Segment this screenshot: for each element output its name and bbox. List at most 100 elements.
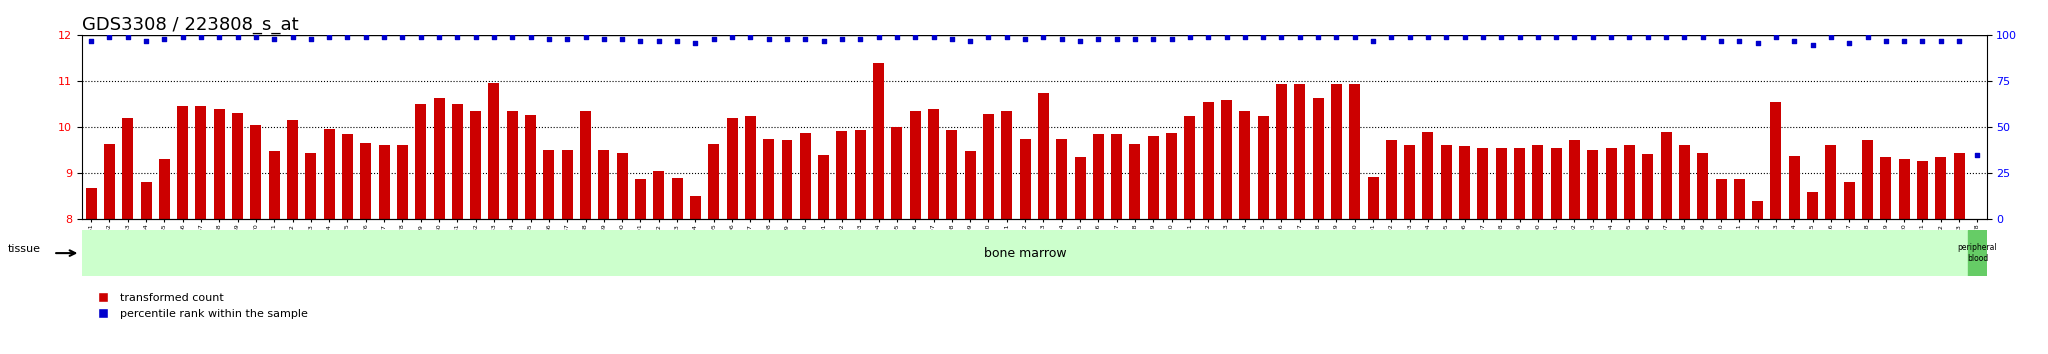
Bar (178, 106, 188, 354)
Point (662, 38, 694, 44)
Bar (561, 149, 573, 354)
Point (1155, 36, 1188, 42)
Bar (891, 127, 903, 354)
Bar (1020, 139, 1030, 354)
Point (1759, 34, 1792, 40)
Bar (983, 114, 993, 354)
Point (973, 34, 1006, 40)
Bar (1331, 84, 1341, 354)
Point (147, 36, 180, 42)
Bar (1202, 102, 1214, 354)
Point (313, 34, 346, 40)
Point (1356, 38, 1389, 44)
Point (698, 36, 731, 42)
Bar (86, 188, 96, 354)
Bar (1442, 145, 1452, 354)
Point (1229, 34, 1262, 40)
Bar (397, 145, 408, 354)
Bar (928, 109, 940, 354)
Point (1303, 34, 1335, 40)
Bar (653, 171, 664, 354)
Bar (965, 152, 975, 354)
Bar (1624, 145, 1634, 354)
Bar (598, 150, 610, 354)
Point (788, 36, 821, 42)
Bar (1001, 111, 1012, 354)
Bar (1513, 148, 1526, 354)
Point (1651, 34, 1683, 40)
Bar (1165, 133, 1178, 354)
Bar (801, 133, 811, 354)
Bar (1716, 179, 1726, 354)
Bar (1843, 182, 1855, 354)
Point (1595, 34, 1628, 40)
Bar (580, 111, 592, 354)
Bar (1405, 145, 1415, 354)
Point (807, 38, 840, 44)
Bar (1753, 201, 1763, 354)
Point (862, 34, 895, 40)
Bar (1057, 139, 1067, 354)
Point (1962, 152, 1995, 158)
Bar (360, 143, 371, 354)
Point (92, 34, 125, 40)
Bar (434, 97, 444, 354)
Point (295, 36, 328, 42)
Point (1540, 34, 1573, 40)
Point (276, 34, 309, 40)
Bar (1825, 145, 1837, 354)
Bar (672, 178, 682, 354)
Point (166, 34, 199, 40)
Bar (1661, 132, 1671, 354)
Bar (287, 120, 299, 354)
Point (350, 34, 383, 40)
Bar (195, 106, 207, 354)
Point (1411, 34, 1444, 40)
Bar (1917, 161, 1927, 354)
Bar (1239, 111, 1251, 354)
Point (1503, 34, 1536, 40)
Bar (1038, 93, 1049, 354)
Point (1704, 38, 1737, 44)
Point (258, 36, 291, 42)
Point (1667, 34, 1700, 40)
Point (332, 34, 365, 40)
Bar (231, 113, 244, 354)
Bar (1788, 156, 1800, 354)
Point (1925, 38, 1958, 44)
Bar (872, 63, 885, 354)
Point (477, 34, 510, 40)
Text: tissue: tissue (8, 244, 41, 253)
Bar (690, 196, 700, 354)
Bar (123, 118, 133, 354)
Point (1944, 38, 1976, 44)
Point (881, 34, 913, 40)
Bar (1221, 100, 1233, 354)
Point (221, 34, 254, 40)
Legend: transformed count, percentile rank within the sample: transformed count, percentile rank withi… (88, 289, 311, 323)
Point (1870, 38, 1903, 44)
Point (1430, 34, 1462, 40)
Point (1100, 36, 1133, 42)
Bar (1532, 145, 1544, 354)
Point (1137, 36, 1169, 42)
Point (1559, 34, 1591, 40)
Point (1063, 38, 1096, 44)
Point (752, 36, 784, 42)
Bar (1130, 143, 1141, 354)
Point (1577, 34, 1610, 40)
Bar (1806, 192, 1819, 354)
Point (1522, 34, 1554, 40)
Point (625, 38, 657, 44)
Point (1796, 42, 1829, 47)
Bar (141, 182, 152, 354)
Bar (1679, 145, 1690, 354)
Point (1266, 34, 1298, 40)
Bar (836, 131, 848, 354)
Point (1393, 34, 1425, 40)
Bar (379, 145, 389, 354)
Bar (1257, 116, 1268, 354)
Point (1833, 40, 1866, 46)
Bar (1147, 136, 1159, 354)
Bar (1477, 148, 1489, 354)
